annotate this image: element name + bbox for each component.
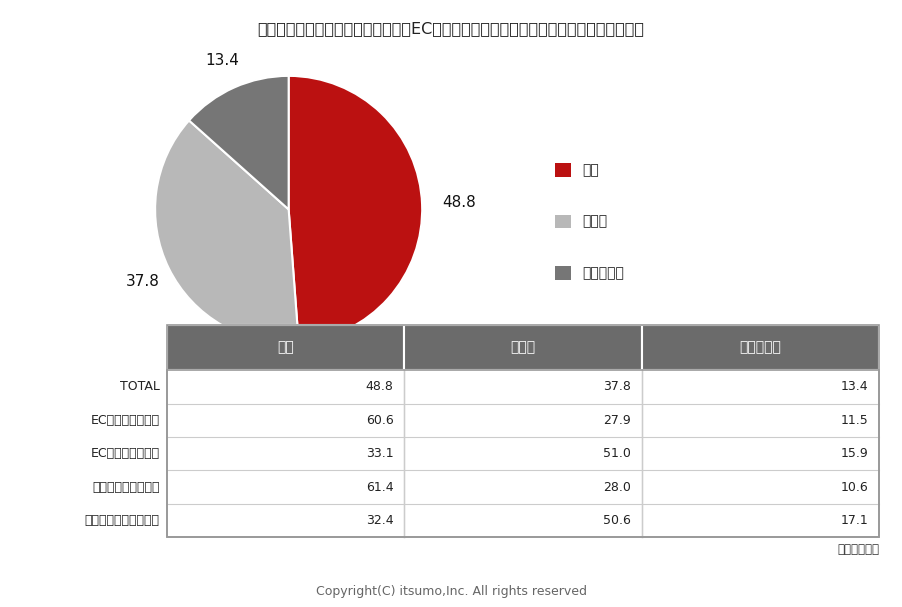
Text: 10.6: 10.6 [841,481,869,493]
Text: はい: はい [277,341,294,354]
Text: 48.8: 48.8 [443,195,476,211]
Text: いいえ: いいえ [511,341,536,354]
Text: ECギフト利用なし: ECギフト利用なし [90,447,160,460]
Text: いいえ: いいえ [582,214,607,229]
Text: 17.1: 17.1 [841,514,869,527]
Text: 購入後レビューする: 購入後レビューする [92,481,160,493]
Text: 11.5: 11.5 [841,414,869,427]
Text: 37.8: 37.8 [125,274,160,289]
Text: 33.1: 33.1 [366,447,393,460]
Text: 28.0: 28.0 [603,481,631,493]
Text: これまでに実店舗で購入した商品をEC（オンライン）で再購入したことはありますか？: これまでに実店舗で購入した商品をEC（オンライン）で再購入したことはありますか？ [257,21,645,36]
Bar [167,325,404,370]
Text: 48.8: 48.8 [365,381,393,393]
Text: 51.0: 51.0 [603,447,631,460]
Wedge shape [155,120,299,343]
Bar [404,325,642,370]
Text: Copyright(C) itsumo,Inc. All rights reserved: Copyright(C) itsumo,Inc. All rights rese… [316,585,586,599]
Text: 61.4: 61.4 [366,481,393,493]
Text: わからない: わからない [582,266,623,280]
Text: 50.6: 50.6 [603,514,631,527]
Text: はい: はい [582,163,599,177]
Text: ECギフト利用あり: ECギフト利用あり [90,414,160,427]
Text: 32.4: 32.4 [366,514,393,527]
Text: 購入後レビューしない: 購入後レビューしない [85,514,160,527]
Text: わからない: わからない [740,341,782,354]
Text: TOTAL: TOTAL [120,381,160,393]
Bar [642,325,879,370]
Text: （単位：％）: （単位：％） [837,543,879,556]
Text: 60.6: 60.6 [366,414,393,427]
Text: 27.9: 27.9 [603,414,631,427]
Bar [167,325,879,537]
Text: 13.4: 13.4 [841,381,869,393]
Text: 37.8: 37.8 [603,381,631,393]
Wedge shape [289,76,422,342]
Text: 15.9: 15.9 [841,447,869,460]
Bar [167,370,879,537]
Text: 13.4: 13.4 [205,53,239,68]
Wedge shape [189,76,289,209]
